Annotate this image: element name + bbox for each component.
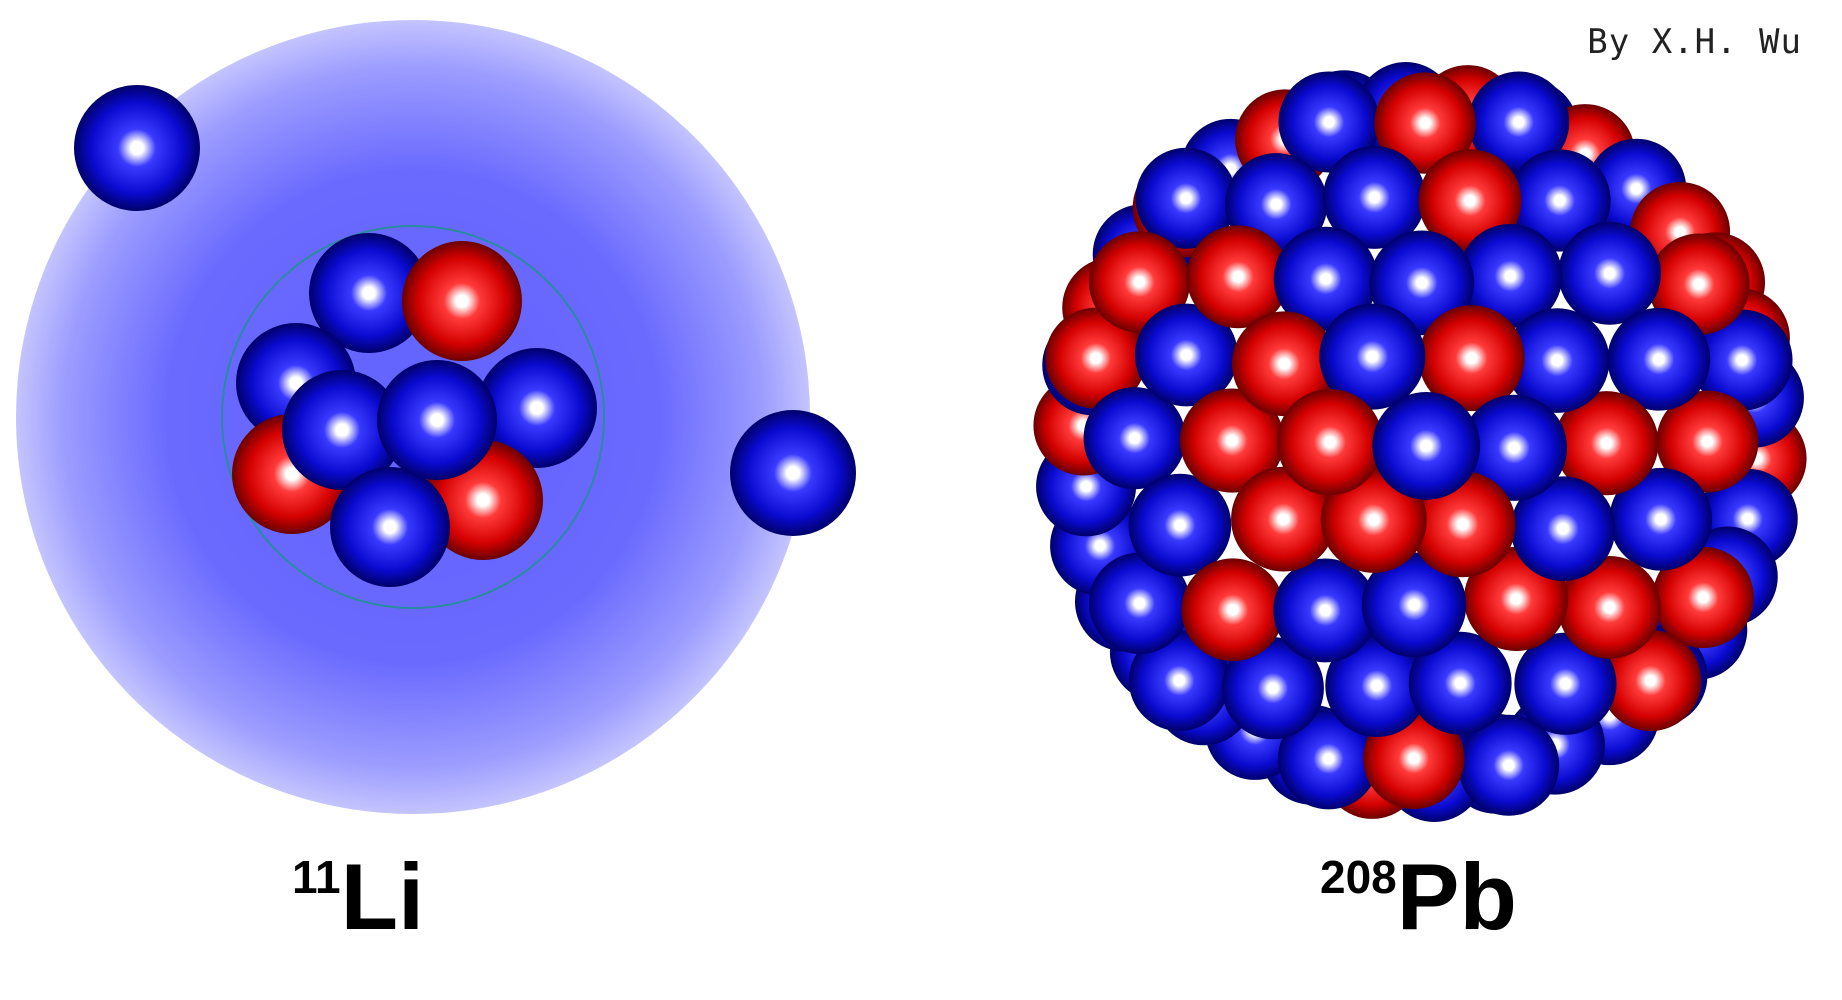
li11-neutron — [377, 360, 497, 480]
li11-neutron — [282, 370, 402, 490]
pb208-proton — [1186, 225, 1290, 329]
pb208-label: 208Pb — [1320, 850, 1517, 944]
li11-proton — [402, 241, 522, 361]
pb208-neutron — [1273, 226, 1378, 331]
pb208-proton — [1554, 391, 1659, 496]
li11-core — [232, 233, 597, 587]
li11-label: 11Li — [292, 850, 424, 944]
pb208-neutron — [1278, 71, 1380, 173]
pb208-proton — [1320, 466, 1427, 573]
li11-halo-neutrons — [74, 85, 856, 536]
pb208-neutron — [1369, 230, 1475, 336]
li11-mass-number: 11 — [292, 851, 341, 903]
pb208-neutron — [1461, 394, 1568, 501]
pb208-neutron — [1325, 634, 1429, 738]
pb208-symbol: Pb — [1396, 844, 1517, 949]
li11-halo-neutron — [74, 85, 200, 211]
li11-nucleus — [16, 20, 856, 814]
pb208-mass-number: 208 — [1320, 851, 1397, 903]
pb208-neutron — [1508, 149, 1611, 252]
li11-symbol: Li — [340, 844, 425, 949]
author-credit: By X.H. Wu — [1587, 22, 1802, 62]
pb208-neutron — [1134, 303, 1238, 407]
li11-halo-neutron — [730, 410, 856, 536]
pb208-proton — [1276, 389, 1384, 496]
pb208-neutron — [1558, 221, 1662, 325]
pb208-neutron — [1607, 307, 1711, 411]
pb208-proton — [1418, 305, 1525, 412]
pb208-neutron — [1319, 303, 1426, 410]
pb208-neutron — [1322, 146, 1426, 249]
pb208-neutron — [1273, 558, 1378, 663]
li11-neutron — [309, 233, 429, 353]
pb208-neutron — [1408, 631, 1512, 735]
pb208-neutron — [1361, 552, 1467, 658]
pb208-neutron — [1128, 630, 1230, 732]
pb208-proton — [1656, 390, 1759, 493]
pb208-neutron — [1372, 391, 1481, 500]
pb208-neutron — [1691, 309, 1793, 411]
pb208-proton — [1648, 233, 1750, 335]
pb208-neutron — [1514, 632, 1617, 735]
pb208-neutron — [1128, 473, 1232, 577]
pb208-proton — [1231, 311, 1337, 417]
pb208-neutron — [1277, 708, 1380, 810]
pb208-neutron — [1468, 71, 1570, 173]
pb208-proton — [1558, 556, 1661, 659]
pb208-neutron — [1458, 714, 1560, 816]
pb208-neutron — [1510, 476, 1616, 581]
li11-core-boundary — [221, 225, 605, 609]
pb208-nucleus — [1033, 62, 1807, 822]
pb208-proton — [1045, 307, 1147, 409]
pb208-proton — [1181, 558, 1285, 662]
pb208-proton — [1231, 466, 1336, 572]
pb208-proton — [1374, 72, 1476, 174]
pb208-proton — [1179, 388, 1284, 493]
pb208-neutron — [1458, 223, 1563, 329]
pb208-neutron — [1609, 467, 1713, 571]
pb208-neutron — [1135, 147, 1237, 249]
pb208-neutron — [1088, 552, 1191, 654]
pb208-neutron — [1504, 308, 1610, 413]
pb208-proton — [1088, 231, 1191, 333]
pb208-proton — [1652, 546, 1754, 649]
pb208-neutron — [1221, 637, 1324, 740]
li11-neutron — [330, 467, 450, 587]
pb208-neutron — [1083, 387, 1186, 490]
li11-neutron — [477, 348, 597, 468]
